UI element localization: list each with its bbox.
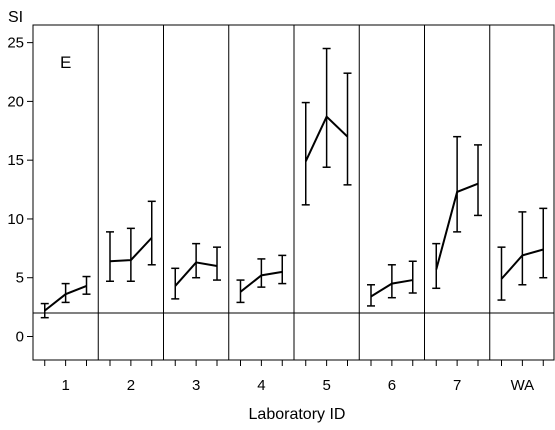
x-group-label: 1 <box>61 377 69 394</box>
y-tick-label: 10 <box>7 211 24 228</box>
y-tick-label: 20 <box>7 93 24 110</box>
x-group-label: 5 <box>322 377 330 394</box>
y-tick-label: 5 <box>16 270 24 287</box>
y-axis-title: SI <box>8 9 23 26</box>
y-tick-label: 25 <box>7 35 24 52</box>
plot-area: 0 5 10 15 20 25 1 2 3 4 5 6 7 WA <box>7 24 555 394</box>
panel-label: E <box>60 53 71 72</box>
x-group-label: 6 <box>388 377 396 394</box>
x-group-label: 3 <box>192 377 200 394</box>
x-group-label: 7 <box>453 377 461 394</box>
x-axis-title: Laboratory ID <box>249 406 346 423</box>
x-group-label: WA <box>511 377 535 394</box>
y-tick-label: 15 <box>7 152 24 169</box>
x-group-label: 2 <box>127 377 135 394</box>
y-tick-label: 0 <box>16 328 24 345</box>
x-group-label: 4 <box>257 377 265 394</box>
